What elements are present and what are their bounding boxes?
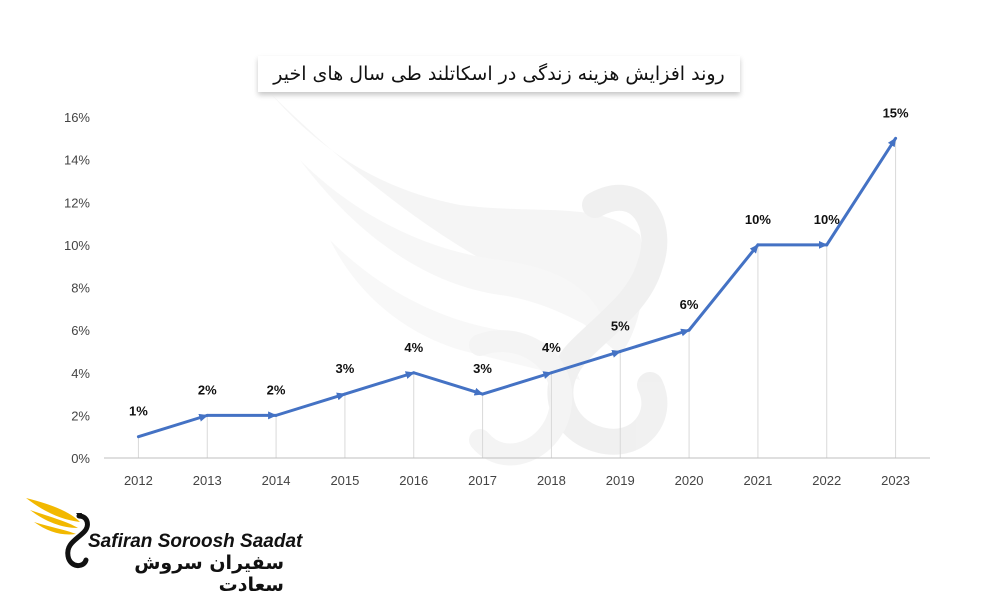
y-tick-label: 16% [64,110,90,125]
y-tick-label: 2% [71,408,90,423]
x-tick-label: 2017 [468,473,497,488]
y-tick-label: 8% [71,281,90,296]
brand-name-fa: سفیران سروش سعادت [134,552,284,596]
x-tick-label: 2014 [262,473,291,488]
x-tick-label: 2020 [675,473,704,488]
data-label: 1% [129,404,148,419]
x-tick-label: 2022 [812,473,841,488]
line-segment [412,371,485,396]
line-segment [687,243,760,332]
x-tick-label: 2018 [537,473,566,488]
x-tick-label: 2019 [606,473,635,488]
brand-name: Safiran Soroosh Saadat [88,531,303,552]
data-label: 3% [473,361,492,376]
data-label: 15% [883,105,909,120]
swan-wing-logo [26,498,90,568]
x-tick-label: 2023 [881,473,910,488]
data-label: 3% [336,361,355,376]
y-tick-label: 6% [71,323,90,338]
line-segment [481,371,553,396]
y-tick-label: 12% [64,195,90,210]
y-tick-label: 4% [71,366,90,381]
vertical-gridlines [137,138,897,458]
swan-watermark-icon [272,95,668,466]
x-tick-label: 2013 [193,473,222,488]
x-axis-ticks: 2012 2013 2014 2015 2016 2017 2018 2019 2020 2021… [124,473,910,488]
data-label: 4% [542,340,561,355]
y-tick-label: 10% [64,238,90,253]
data-label: 2% [267,382,286,397]
line-segment [618,328,691,353]
data-labels: 1% 2% 2% 3% 4% 3% 4% 5% 6% 10% 10% 15% [129,105,909,418]
data-label: 10% [745,212,771,227]
x-tick-label: 2021 [743,473,772,488]
line-segment [343,371,416,396]
line-segment [136,413,209,439]
data-label: 4% [404,340,423,355]
x-tick-label: 2016 [399,473,428,488]
y-axis-ticks: 0% 2% 4% 6% 8% 10% 12% 14% 16% [64,110,90,466]
line-segment [274,392,347,417]
data-label: 6% [680,297,699,312]
x-tick-label: 2012 [124,473,153,488]
data-label: 10% [814,212,840,227]
y-tick-label: 14% [64,153,90,168]
data-label: 2% [198,382,217,397]
line-segment [549,349,622,375]
y-tick-label: 0% [71,451,90,466]
line-segment [825,136,898,247]
series-line [136,136,898,439]
data-label: 5% [611,318,630,333]
x-tick-label: 2015 [330,473,359,488]
chart-title: روند افزایش هزینه زندگی در اسکاتلند طی س… [258,56,740,92]
